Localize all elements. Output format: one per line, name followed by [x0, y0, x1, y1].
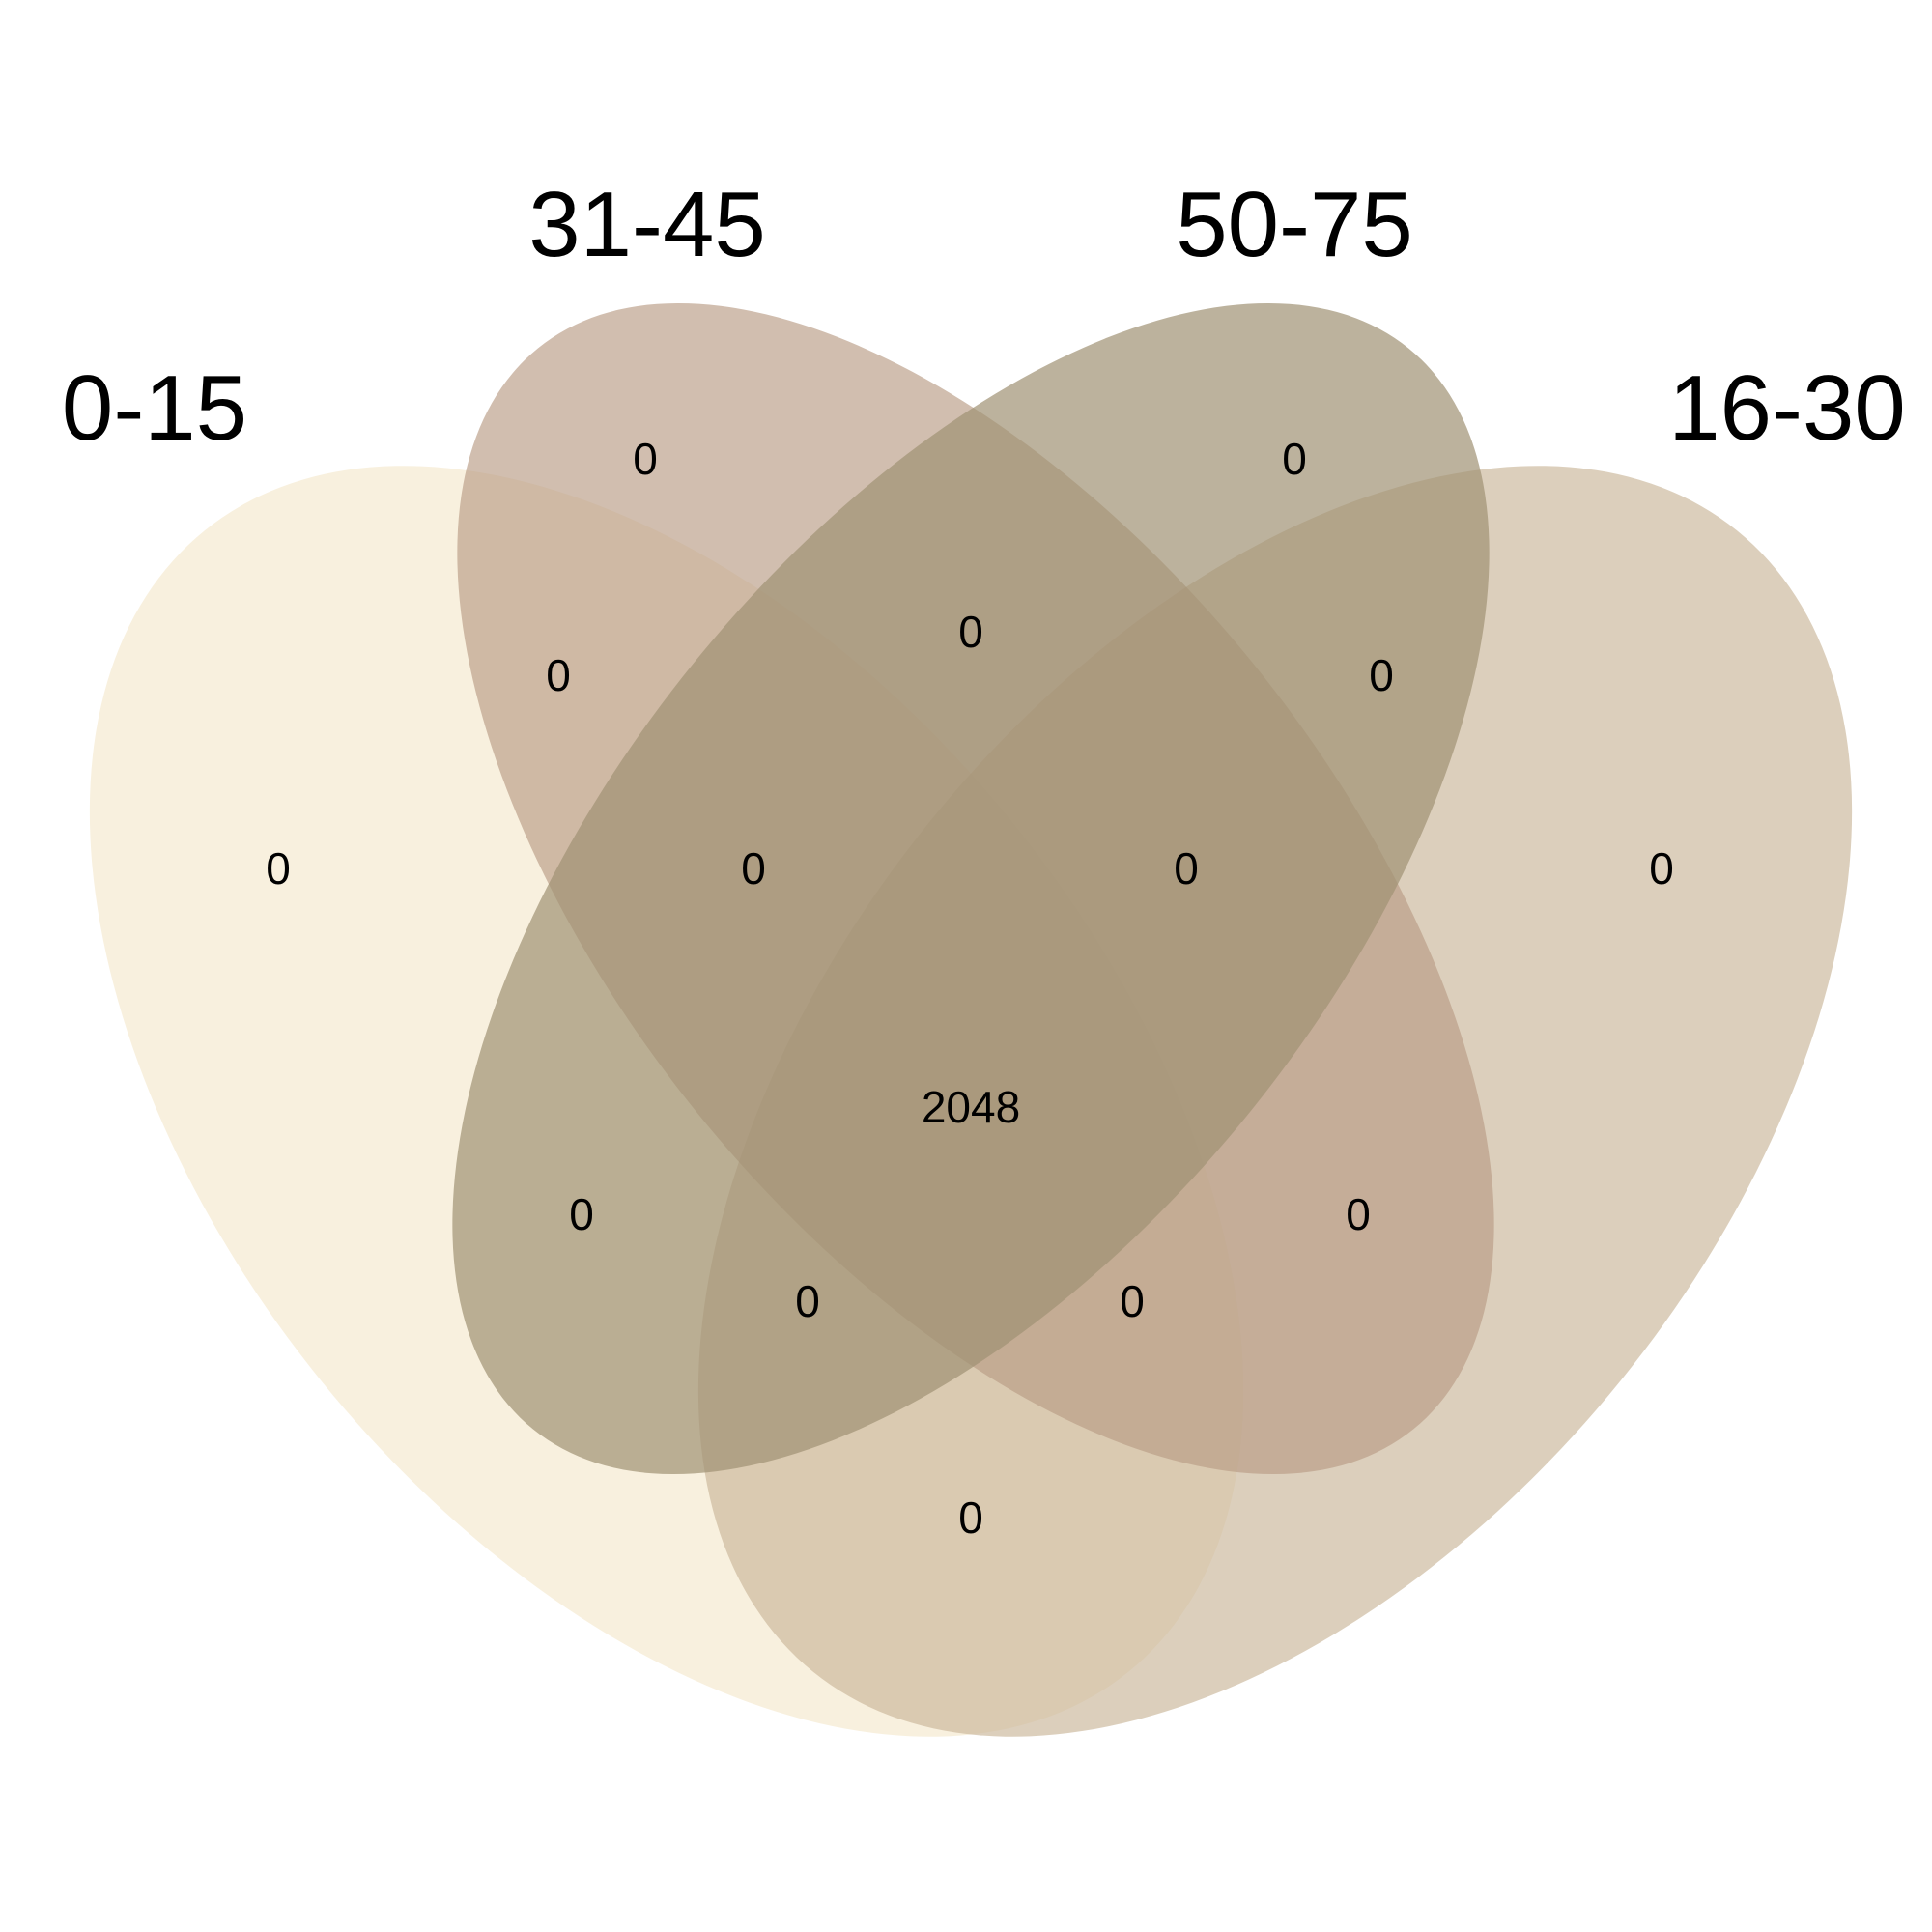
region-count-AD: 0: [958, 1492, 983, 1543]
region-count-CD: 0: [1369, 650, 1394, 700]
region-count-D: 0: [1649, 843, 1674, 894]
region-count-AC: 0: [569, 1189, 594, 1239]
region-count-ACD: 0: [795, 1276, 820, 1326]
set-label-16-30: 16-30: [1668, 356, 1906, 460]
set-label-31-45: 31-45: [528, 173, 766, 276]
set-ellipse-50-75: [452, 302, 1490, 1475]
region-count-A: 0: [266, 843, 291, 894]
region-count-ABC: 0: [741, 843, 766, 894]
set-label-50-75: 50-75: [1176, 173, 1413, 276]
region-count-AB: 0: [546, 650, 571, 700]
region-count-B: 0: [633, 434, 658, 484]
region-count-ABD: 0: [1120, 1276, 1145, 1326]
region-count-BCD: 0: [1174, 843, 1199, 894]
region-count-C: 0: [1282, 434, 1307, 484]
region-count-BC: 0: [958, 607, 983, 657]
set-label-0-15: 0-15: [62, 356, 247, 460]
region-count-BD: 0: [1346, 1189, 1371, 1239]
region-count-ABCD: 2048: [922, 1082, 1020, 1132]
